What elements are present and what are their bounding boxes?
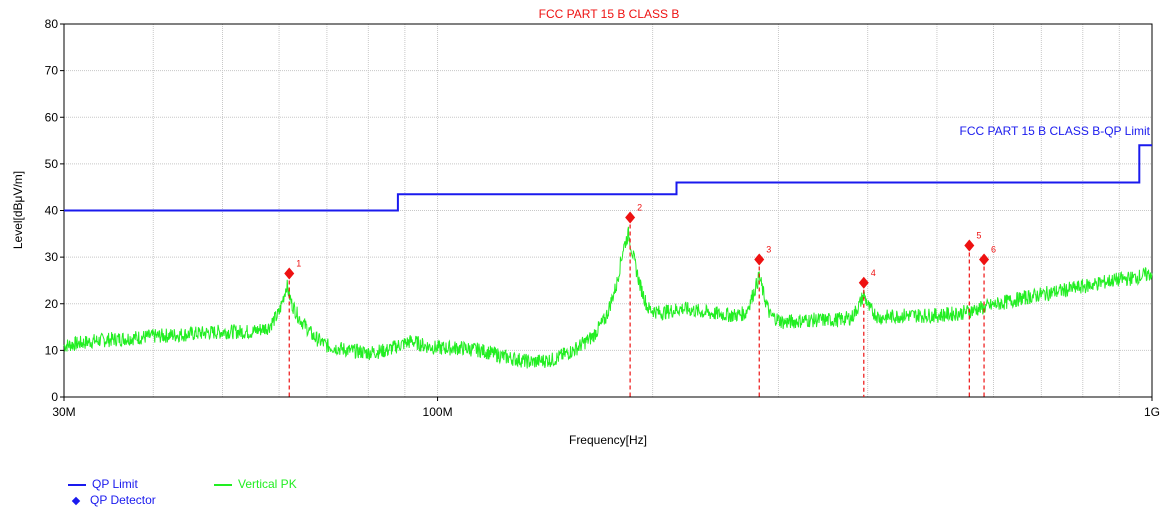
legend-diamond-swatch	[71, 496, 81, 506]
legend-label: QP Limit	[92, 477, 138, 491]
qp-detector-marker	[625, 211, 636, 224]
marker-layer: 1 2 3 4 56	[284, 202, 996, 397]
y-tick-label: 60	[45, 110, 59, 124]
x-tick-label: 1G	[1144, 405, 1160, 419]
legend-item-qp-detector: QP Detector	[68, 493, 156, 507]
y-tick-label: 80	[45, 17, 59, 31]
y-tick-label: 30	[45, 250, 59, 264]
legend-label: Vertical PK	[238, 477, 297, 491]
series-layer	[63, 144, 1153, 369]
axis-ticks: 0 10 20 30 40 50 60 70 80 30M 100M 1G	[45, 17, 1160, 419]
x-axis-title: Frequency[Hz]	[569, 433, 647, 447]
legend-item-vertical-pk: Vertical PK	[214, 477, 297, 491]
y-tick-label: 0	[51, 390, 58, 404]
x-tick-label: 30M	[52, 405, 75, 419]
series-vertical-pk	[63, 226, 1153, 369]
marker-label: 3	[766, 244, 771, 254]
marker-label: 2	[637, 202, 642, 212]
marker-label: 4	[871, 268, 876, 278]
y-tick-label: 20	[45, 297, 59, 311]
series-qp-limit	[64, 144, 1152, 212]
chart-title: FCC PART 15 B CLASS B	[539, 7, 680, 21]
qp-detector-marker	[754, 253, 765, 266]
y-tick-label: 50	[45, 157, 59, 171]
y-axis-title: Level[dBμV/m]	[11, 171, 25, 249]
x-tick-label: 100M	[423, 405, 453, 419]
marker-label: 1	[296, 258, 301, 268]
limit-line-label: FCC PART 15 B CLASS B-QP Limit	[959, 124, 1150, 138]
y-tick-label: 70	[45, 64, 59, 78]
legend-line-swatch	[214, 483, 232, 486]
y-tick-label: 10	[45, 343, 59, 357]
legend-label: QP Detector	[90, 493, 156, 507]
marker-label: 6	[991, 244, 996, 254]
qp-detector-marker	[858, 276, 869, 289]
y-tick-label: 40	[45, 204, 59, 218]
qp-detector-marker	[964, 239, 975, 252]
legend-line-swatch	[68, 483, 86, 486]
qp-detector-marker	[284, 267, 295, 280]
marker-label: 5	[976, 230, 981, 240]
qp-detector-marker	[979, 253, 990, 266]
legend-item-qp-limit: QP Limit	[68, 477, 138, 491]
